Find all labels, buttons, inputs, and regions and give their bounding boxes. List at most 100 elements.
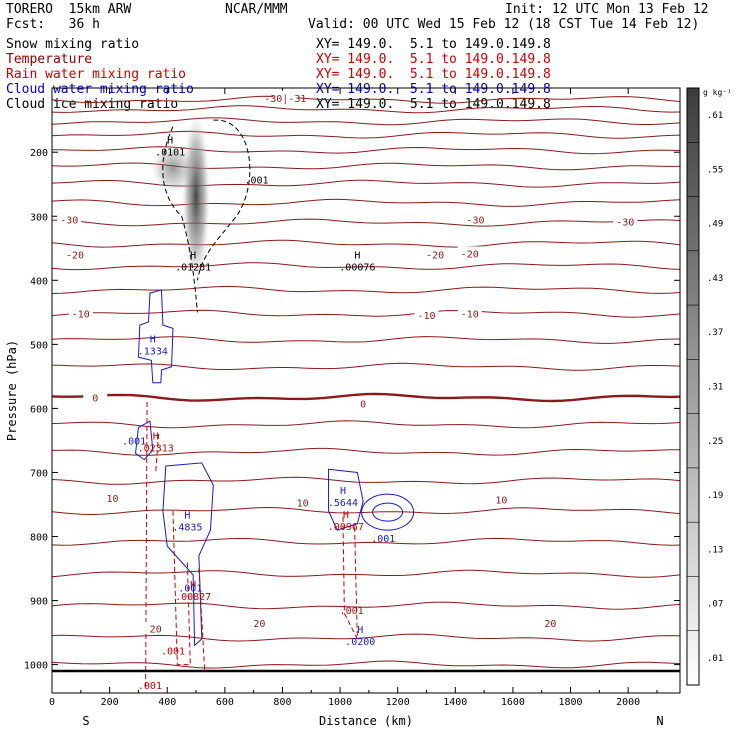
isotherm-line bbox=[51, 447, 680, 456]
rain-water-contour bbox=[342, 517, 358, 640]
x-tick-label: 2000 bbox=[616, 697, 640, 708]
isotherm-label-background bbox=[414, 307, 439, 320]
colorbar-label: .55 bbox=[707, 165, 723, 175]
cloud-water-contour bbox=[328, 468, 364, 531]
isotherm-line bbox=[51, 569, 681, 578]
isotherm-line bbox=[51, 601, 681, 610]
x-tick-label: 200 bbox=[101, 697, 119, 708]
y-tick-label: 600 bbox=[30, 404, 48, 415]
isotherm-label-background bbox=[351, 396, 376, 409]
isotherm-line bbox=[51, 506, 681, 516]
x-tick-label: 1200 bbox=[386, 697, 410, 708]
isotherm-line bbox=[51, 239, 681, 248]
field-rain-xy: XY= 149.0. 5.1 to 149.0.149.8 bbox=[316, 67, 551, 82]
maximum-value-label: .1334 bbox=[138, 346, 168, 357]
valid-label: Valid: 00 UTC Wed 15 Feb 12 (18 CST Tue … bbox=[308, 17, 700, 32]
temperature-isotherms bbox=[51, 95, 681, 669]
maximum-marker: H bbox=[343, 510, 349, 521]
field-rain-name: Rain water mixing ratio bbox=[6, 67, 187, 82]
maximum-marker: H bbox=[340, 486, 346, 497]
colorbar-label: .13 bbox=[707, 545, 723, 555]
isotherm-line bbox=[51, 218, 681, 227]
maximum-value-label: .02313 bbox=[138, 444, 174, 455]
y-tick-label: 900 bbox=[30, 597, 48, 608]
isotherm-line bbox=[51, 105, 681, 114]
forecast-label: Fcst: 36 h bbox=[6, 17, 100, 32]
snow-shading bbox=[150, 112, 211, 283]
field-cloudwater-name: Cloud water mixing ratio bbox=[6, 82, 194, 97]
isotherm-label: -20 bbox=[461, 249, 479, 260]
maximum-value-label: .0101 bbox=[155, 148, 185, 159]
isotherm-label: -30 bbox=[60, 215, 78, 226]
colorbar-label: .37 bbox=[707, 328, 723, 338]
model-label: TORERO 15km ARW bbox=[6, 2, 132, 17]
isotherm-line bbox=[51, 537, 681, 546]
colorbar-label: .61 bbox=[707, 111, 723, 121]
isotherm-label: -30 bbox=[616, 217, 634, 228]
x-tick-label: 400 bbox=[158, 697, 176, 708]
maximum-value-label: .00827 bbox=[175, 592, 211, 603]
init-label: Init: 12 UTC Mon 13 Feb 12 bbox=[505, 2, 709, 17]
isotherm-label-background bbox=[290, 495, 315, 508]
contour-value-label: .001 bbox=[178, 584, 202, 595]
isotherm-label: 10 bbox=[106, 494, 118, 505]
contour-value-label: .001 bbox=[122, 436, 146, 447]
x-tick-label: 800 bbox=[273, 697, 291, 708]
maximum-value-label: .4835 bbox=[172, 522, 202, 533]
isotherm-label-background bbox=[457, 246, 482, 259]
maximum-marker: H bbox=[153, 432, 159, 443]
center-label: NCAR/MMM bbox=[225, 2, 288, 17]
isotherm-line bbox=[51, 117, 681, 126]
isotherm-label-background bbox=[100, 491, 125, 504]
isotherm-label: -20 bbox=[66, 251, 84, 262]
contour-value-label: .001 bbox=[138, 681, 162, 692]
endpoint-left-label: S bbox=[82, 714, 89, 728]
y-tick-label: 200 bbox=[30, 148, 48, 159]
colorbar-label: .43 bbox=[707, 274, 723, 284]
isotherm-line bbox=[52, 146, 681, 155]
maximum-value-label: .5644 bbox=[328, 498, 358, 509]
isotherm-label-background bbox=[143, 621, 168, 634]
y-tick-label: 1000 bbox=[24, 661, 48, 672]
isotherm-label-background bbox=[457, 306, 482, 319]
contour-value-label: .001 bbox=[161, 647, 185, 658]
isotherm-line bbox=[51, 285, 681, 294]
colorbar-label: .07 bbox=[707, 600, 723, 610]
colorbar-label: .49 bbox=[707, 220, 723, 230]
cloud-water-contour bbox=[361, 493, 415, 531]
colorbar-label: .19 bbox=[707, 491, 723, 501]
maximum-marker: H bbox=[150, 334, 156, 345]
mixing-ratio-contours bbox=[52, 119, 680, 688]
isotherm-line bbox=[51, 392, 681, 403]
isotherm-label: 10 bbox=[495, 495, 507, 506]
isotherm-line bbox=[51, 162, 680, 171]
isotherm-label: -10 bbox=[72, 310, 90, 321]
isotherm-line bbox=[51, 179, 681, 188]
isotherm-line bbox=[51, 476, 681, 485]
field-snow-xy: XY= 149.0. 5.1 to 149.0.149.8 bbox=[316, 37, 551, 52]
isotherm-label-background bbox=[538, 615, 563, 628]
x-tick-label: 600 bbox=[216, 697, 234, 708]
isotherm-label: 20 bbox=[253, 619, 265, 630]
isotherm-label-background bbox=[57, 212, 82, 225]
y-axis-label: Pressure (hPa) bbox=[5, 340, 19, 441]
isotherm-line bbox=[51, 420, 681, 429]
endpoint-right-label: N bbox=[656, 714, 663, 728]
colorbar-label: .01 bbox=[707, 654, 723, 664]
field-temperature-name: Temperature bbox=[6, 52, 93, 67]
colorbar: .01 .07 .13 .19 .25 .31 .37 .43 .49 .55 .61 g kg⁻¹ bbox=[686, 87, 732, 686]
maximum-marker: H bbox=[354, 250, 360, 261]
contour-value-label: .001 bbox=[340, 606, 364, 617]
field-temperature-xy: XY= 149.0. 5.1 to 149.0.149.8 bbox=[316, 52, 551, 67]
maximum-value-label: .0200 bbox=[345, 637, 375, 648]
isotherm-label-background bbox=[83, 390, 108, 403]
plot-frame bbox=[51, 87, 681, 694]
isotherm-line bbox=[51, 362, 681, 371]
cloud-water-contour bbox=[137, 289, 174, 384]
x-tick-label: 0 bbox=[49, 697, 55, 708]
isotherm-label: -20 bbox=[426, 251, 444, 262]
y-tick-label: 400 bbox=[30, 276, 48, 287]
x-tick-label: 1400 bbox=[443, 697, 467, 708]
isotherm-line bbox=[51, 262, 681, 271]
